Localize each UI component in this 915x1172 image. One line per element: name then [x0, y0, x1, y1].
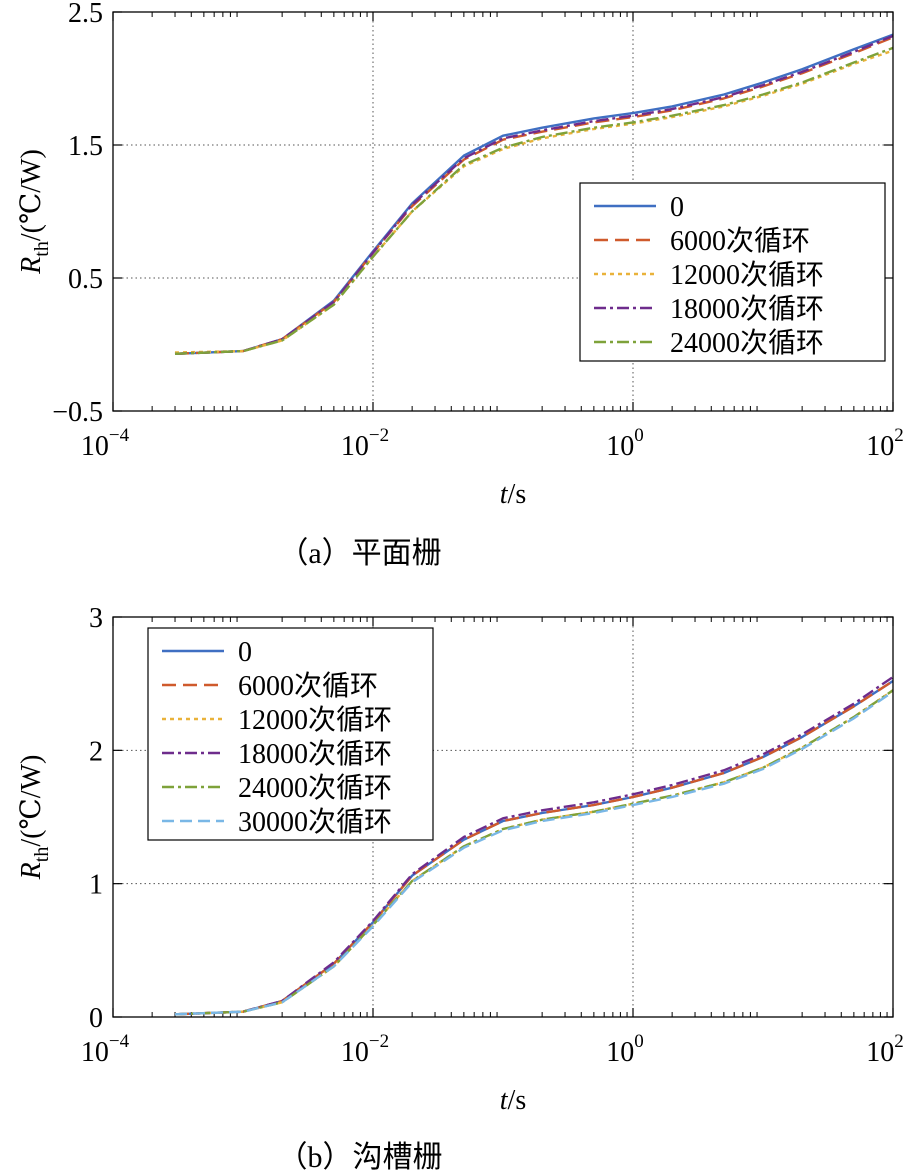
- x-tick-base: 10: [866, 1037, 894, 1068]
- x-tick-label: 102: [866, 1031, 904, 1068]
- legend-box: [579, 182, 886, 362]
- x-axis-var: t: [500, 479, 509, 510]
- x-tick-exponent: −2: [369, 1031, 389, 1052]
- x-tick-label: 100: [606, 425, 644, 462]
- x-tick-exponent: 2: [894, 1031, 904, 1052]
- series-line-3: [174, 676, 893, 1016]
- figure-caption: （a）平面栅: [278, 537, 441, 570]
- y-tick-label: 1: [89, 870, 103, 901]
- x-tick-exponent: 0: [634, 425, 644, 446]
- series-line-1: [174, 36, 893, 355]
- y-tick-label: 0: [89, 1003, 103, 1034]
- x-tick-label: 10−4: [81, 425, 130, 462]
- x-tick-exponent: 2: [894, 425, 904, 446]
- x-axis-label: t/s: [500, 1085, 526, 1116]
- y-axis-sub: th: [31, 847, 53, 863]
- series-group: [174, 676, 893, 1016]
- x-tick-label: 10−2: [341, 425, 389, 462]
- x-tick-base: 10: [866, 431, 894, 462]
- x-tick-label: 100: [606, 1031, 644, 1068]
- legend-label: 6000次循环: [238, 670, 378, 702]
- x-tick-label: 10−2: [341, 1031, 389, 1068]
- x-tick-base: 10: [606, 1037, 634, 1068]
- x-tick-label: 10−4: [81, 1031, 130, 1068]
- legend-label: 12000次循环: [670, 259, 824, 291]
- legend-box: [147, 627, 434, 841]
- y-axis-label: Rth/(℃/W): [16, 755, 53, 881]
- series-line-2: [174, 49, 893, 354]
- y-axis-unit: /(℃/W): [16, 755, 47, 847]
- x-tick-exponent: 0: [634, 1031, 644, 1052]
- y-tick-label: 1.5: [68, 131, 103, 162]
- series-line-3: [174, 34, 893, 355]
- y-tick-label: 3: [89, 603, 103, 634]
- y-tick-label: 2.5: [68, 0, 103, 29]
- y-axis-var: R: [16, 257, 47, 275]
- y-axis-label: Rth/(℃/W): [16, 149, 53, 275]
- y-axis-sub: th: [31, 241, 53, 257]
- series-group: [174, 33, 893, 355]
- y-tick-label: 2: [89, 736, 103, 767]
- chart-panel-a: 10−4 10−2 100 1022.51.50.5−0.506000次循环12000…: [16, 0, 904, 570]
- legend-label: 18000次循环: [670, 293, 824, 325]
- legend-label: 30000次循环: [238, 806, 392, 838]
- legend-label: 18000次循环: [238, 738, 392, 770]
- y-axis-unit: /(℃/W): [16, 149, 47, 241]
- x-tick-exponent: −2: [369, 425, 389, 446]
- x-tick-base: 10: [81, 1037, 109, 1068]
- legend-label: 12000次循环: [238, 704, 392, 736]
- x-tick-base: 10: [341, 431, 369, 462]
- x-tick-exponent: −4: [109, 425, 130, 446]
- x-tick-label: 102: [866, 425, 904, 462]
- y-tick-label: 0.5: [68, 264, 103, 295]
- x-axis-var: t: [500, 1085, 509, 1116]
- x-axis-unit: /s: [508, 1085, 527, 1116]
- y-tick-label: −0.5: [52, 397, 103, 428]
- series-line-4: [174, 46, 893, 355]
- legend-label: 0: [670, 192, 684, 223]
- chart-panel-b: 10−4 10−2 100 102321006000次循环12000次循环18000次…: [16, 603, 904, 1172]
- axes-frame: [112, 616, 894, 1018]
- legend-label: 0: [238, 637, 252, 668]
- x-tick-exponent: −4: [109, 1031, 130, 1052]
- series-line-5: [174, 690, 893, 1016]
- y-axis-var: R: [16, 862, 47, 880]
- legend-label: 24000次循环: [238, 772, 392, 804]
- figure-caption: （b）沟槽栅: [278, 1141, 443, 1172]
- legend-label: 24000次循环: [670, 327, 824, 359]
- x-tick-base: 10: [606, 431, 634, 462]
- x-axis-label: t/s: [500, 479, 526, 510]
- x-tick-base: 10: [341, 1037, 369, 1068]
- x-axis-unit: /s: [508, 479, 527, 510]
- x-tick-base: 10: [81, 431, 109, 462]
- legend-label: 6000次循环: [670, 225, 810, 257]
- axes-frame: [112, 11, 894, 412]
- series-line-1: [174, 679, 893, 1016]
